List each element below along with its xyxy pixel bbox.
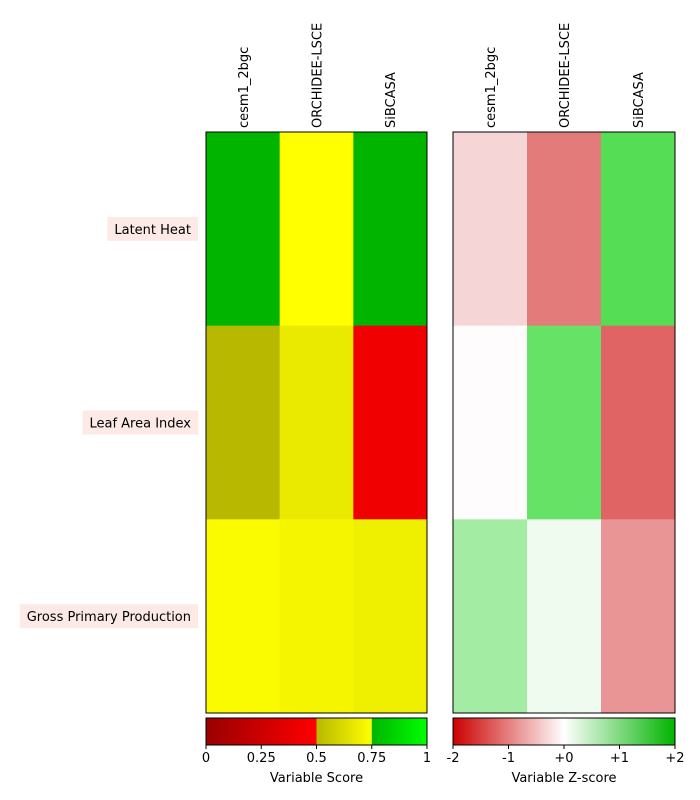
score-cell-latent-heat-sibcasa <box>353 132 428 327</box>
score-colorbar-tick-label: 0 <box>202 751 210 766</box>
row-label-background <box>19 604 198 629</box>
zscore-colorbar-tick-label: +0 <box>554 751 573 766</box>
score-column-label-cesm1-2bgc: cesm1_2bgc <box>237 47 252 128</box>
zscore-panel-frame <box>452 131 676 714</box>
score-colorbar-tick-label: 1 <box>423 751 431 766</box>
zscore-panel: cesm1_2bgc ORCHIDEE-LSCE SiBCASA <box>452 23 676 714</box>
score-column-label-sibcasa: SiBCASA <box>384 72 399 128</box>
score-column-label-orchidee-lsce: ORCHIDEE-LSCE <box>311 23 326 128</box>
zscore-cell-gross-primary-production-sibcasa <box>601 519 676 714</box>
score-colorbar-tick-label: 0.75 <box>357 751 386 766</box>
row-labels: Latent Heat Leaf Area Index Gross Primary … <box>19 216 199 629</box>
zscore-cell-latent-heat-cesm1-2bgc <box>453 132 528 327</box>
score-colorbar-green-segment <box>371 718 427 745</box>
row-label-background <box>107 216 198 241</box>
score-colorbar-tick-label: 0.5 <box>306 751 327 766</box>
zscore-colorbar-tick-label: +1 <box>610 751 629 766</box>
zscore-cell-leaf-area-index-orchidee-lsce <box>527 325 602 520</box>
zscore-column-label-sibcasa: SiBCASA <box>632 72 647 128</box>
score-colorbar-tick-label: 0.25 <box>247 751 276 766</box>
zscore-colorbar: -2 -1 +0 +1 +2 Variable Z-score <box>447 717 685 786</box>
zscore-colorbar-tick-label: +2 <box>665 751 684 766</box>
zscore-cell-latent-heat-sibcasa <box>601 132 676 327</box>
score-colorbar: 0 0.25 0.5 0.75 1 Variable Score <box>202 717 431 786</box>
score-cell-latent-heat-cesm1-2bgc <box>206 132 281 327</box>
zscore-colorbar-tick-label: -1 <box>502 751 515 766</box>
score-colorbar-label: Variable Score <box>270 771 363 786</box>
score-cell-leaf-area-index-orchidee-lsce <box>279 325 354 520</box>
score-panel: cesm1_2bgc ORCHIDEE-LSCE SiBCASA <box>205 23 428 714</box>
zscore-cell-gross-primary-production-orchidee-lsce <box>527 519 602 714</box>
row-label-gross-primary-production: Gross Primary Production <box>27 610 191 625</box>
zscore-cell-leaf-area-index-sibcasa <box>601 325 676 520</box>
zscore-colorbar-label: Variable Z-score <box>511 771 616 786</box>
score-cell-latent-heat-orchidee-lsce <box>279 132 354 327</box>
zscore-cell-latent-heat-orchidee-lsce <box>527 132 602 327</box>
zscore-column-label-orchidee-lsce: ORCHIDEE-LSCE <box>558 23 573 128</box>
score-cell-gross-primary-production-cesm1-2bgc <box>206 519 281 714</box>
score-cell-gross-primary-production-orchidee-lsce <box>279 519 354 714</box>
zscore-column-label-cesm1-2bgc: cesm1_2bgc <box>484 47 499 128</box>
score-panel-frame <box>205 131 428 714</box>
zscore-cell-gross-primary-production-cesm1-2bgc <box>453 519 528 714</box>
score-colorbar-yellow-segment <box>316 718 372 745</box>
score-cell-leaf-area-index-sibcasa <box>353 325 428 520</box>
zscore-colorbar-tick-label: -2 <box>447 751 460 766</box>
row-label-background <box>82 410 199 435</box>
zscore-colorbar-gradient <box>453 718 675 745</box>
score-colorbar-red-segment <box>206 718 317 745</box>
row-label-latent-heat: Latent Heat <box>114 223 191 238</box>
zscore-cell-leaf-area-index-cesm1-2bgc <box>453 325 528 520</box>
score-cell-leaf-area-index-cesm1-2bgc <box>206 325 281 520</box>
row-label-leaf-area-index: Leaf Area Index <box>89 417 191 432</box>
score-cell-gross-primary-production-sibcasa <box>353 519 428 714</box>
